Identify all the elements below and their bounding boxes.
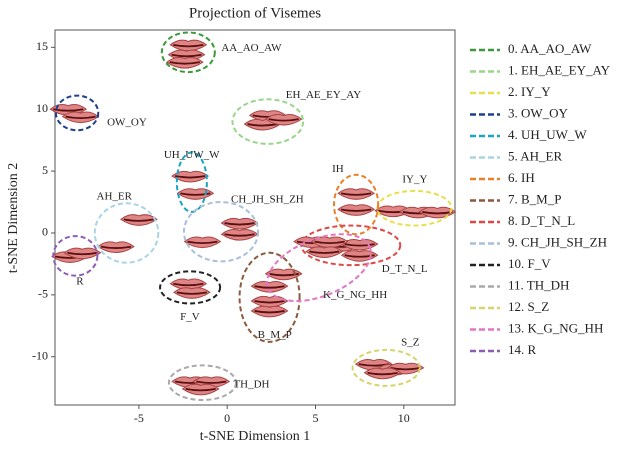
cluster-label: OW_OY (107, 116, 147, 128)
legend-text: 11. TH_DH (508, 277, 569, 292)
legend-text: 7. B_M_P (508, 191, 561, 206)
cluster-ellipse (95, 203, 159, 262)
y-tick-label: 10 (36, 101, 48, 115)
y-tick-label: -10 (32, 348, 48, 362)
legend-text: 5. AH_ER (508, 148, 563, 163)
y-tick-label: 5 (42, 163, 48, 177)
cluster-label: B_M_P (258, 329, 292, 341)
cluster-label: R (76, 275, 84, 287)
cluster-label: AA_AO_AW (221, 42, 282, 54)
x-tick-label: 5 (312, 411, 318, 425)
cluster-label: IY_Y (402, 174, 427, 186)
legend-text: 1. EH_AE_EY_AY (508, 62, 611, 77)
cluster-label: AH_ER (97, 191, 133, 203)
cluster-label: IH (332, 163, 344, 175)
legend-text: 13. K_G_NG_HH (508, 320, 603, 335)
chart: Projection of Visemes t-SNE Dimension 1 … (0, 0, 629, 449)
y-tick-label: 15 (36, 39, 48, 53)
legend-text: 6. IH (508, 170, 535, 185)
y-tick-label: 0 (42, 225, 48, 239)
legend-text: 9. CH_JH_SH_ZH (508, 234, 607, 249)
x-tick-label: 10 (398, 411, 410, 425)
legend-text: 3. OW_OY (508, 105, 569, 120)
x-tick-label: 0 (224, 411, 230, 425)
cluster-label: TH_DH (233, 378, 269, 390)
cluster-label: K_G_NG_HH (323, 289, 387, 301)
legend-text: 14. R (508, 342, 537, 357)
legend-text: 2. IY_Y (508, 84, 551, 99)
cluster-label: D_T_N_L (382, 263, 428, 275)
cluster-label: F_V (180, 311, 200, 323)
cluster-label: CH_JH_SH_ZH (231, 193, 304, 205)
legend-text: 4. UH_UW_W (508, 127, 587, 142)
y-axis-label: t-SNE Dimension 2 (6, 163, 21, 273)
legend-text: 12. S_Z (508, 299, 549, 314)
legend-text: 10. F_V (508, 256, 551, 271)
x-axis-label: t-SNE Dimension 1 (200, 429, 310, 444)
x-tick-label: -5 (134, 411, 144, 425)
y-tick-label: -5 (38, 287, 48, 301)
legend-text: 0. AA_AO_AW (508, 41, 592, 56)
page: Projection of Visemes t-SNE Dimension 1 … (0, 0, 629, 449)
plot-frame (55, 30, 455, 405)
legend-text: 8. D_T_N_L (508, 213, 575, 228)
cluster-label: S_Z (401, 336, 420, 348)
cluster-label: EH_AE_EY_AY (286, 89, 361, 101)
cluster-label: UH_UW_W (164, 149, 220, 161)
chart-title: Projection of Visemes (189, 5, 321, 21)
